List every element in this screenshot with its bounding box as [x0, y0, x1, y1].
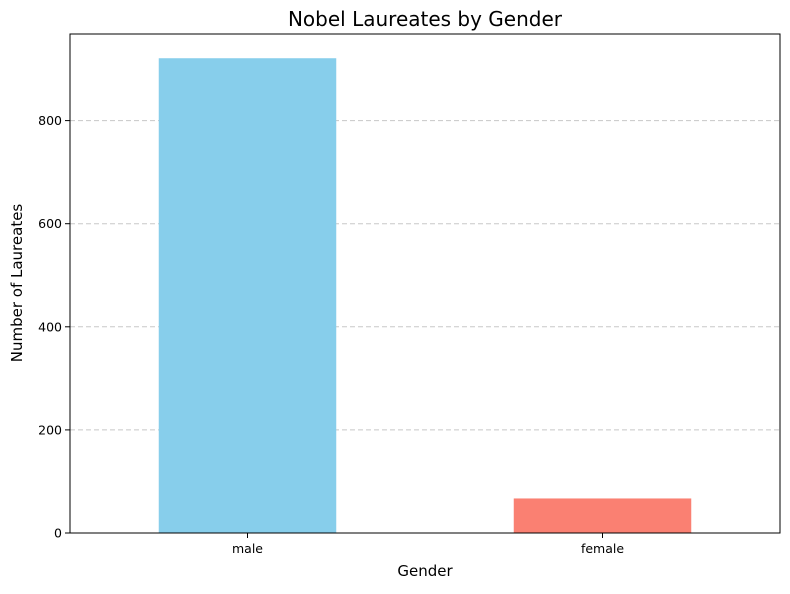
y-tick-label: 400 — [38, 319, 62, 334]
y-tick-label: 200 — [38, 422, 62, 437]
y-tick-label: 600 — [38, 216, 62, 231]
bar-female — [513, 498, 692, 533]
x-axis-ticks: male female — [232, 533, 624, 556]
y-tick-label: 0 — [54, 526, 62, 541]
y-axis-label: Number of Laureates — [8, 204, 26, 363]
gridlines — [70, 120, 780, 431]
x-tick-label-male: male — [232, 541, 263, 556]
x-axis-label: Gender — [397, 562, 453, 580]
y-tick-label: 800 — [38, 113, 62, 128]
bars — [158, 58, 692, 534]
y-axis-ticks: 0 200 400 600 800 — [38, 113, 70, 541]
chart-title: Nobel Laureates by Gender — [288, 7, 563, 31]
x-tick-label-female: female — [581, 541, 624, 556]
plot-area-frame — [69, 33, 781, 534]
bar-male — [158, 58, 337, 534]
